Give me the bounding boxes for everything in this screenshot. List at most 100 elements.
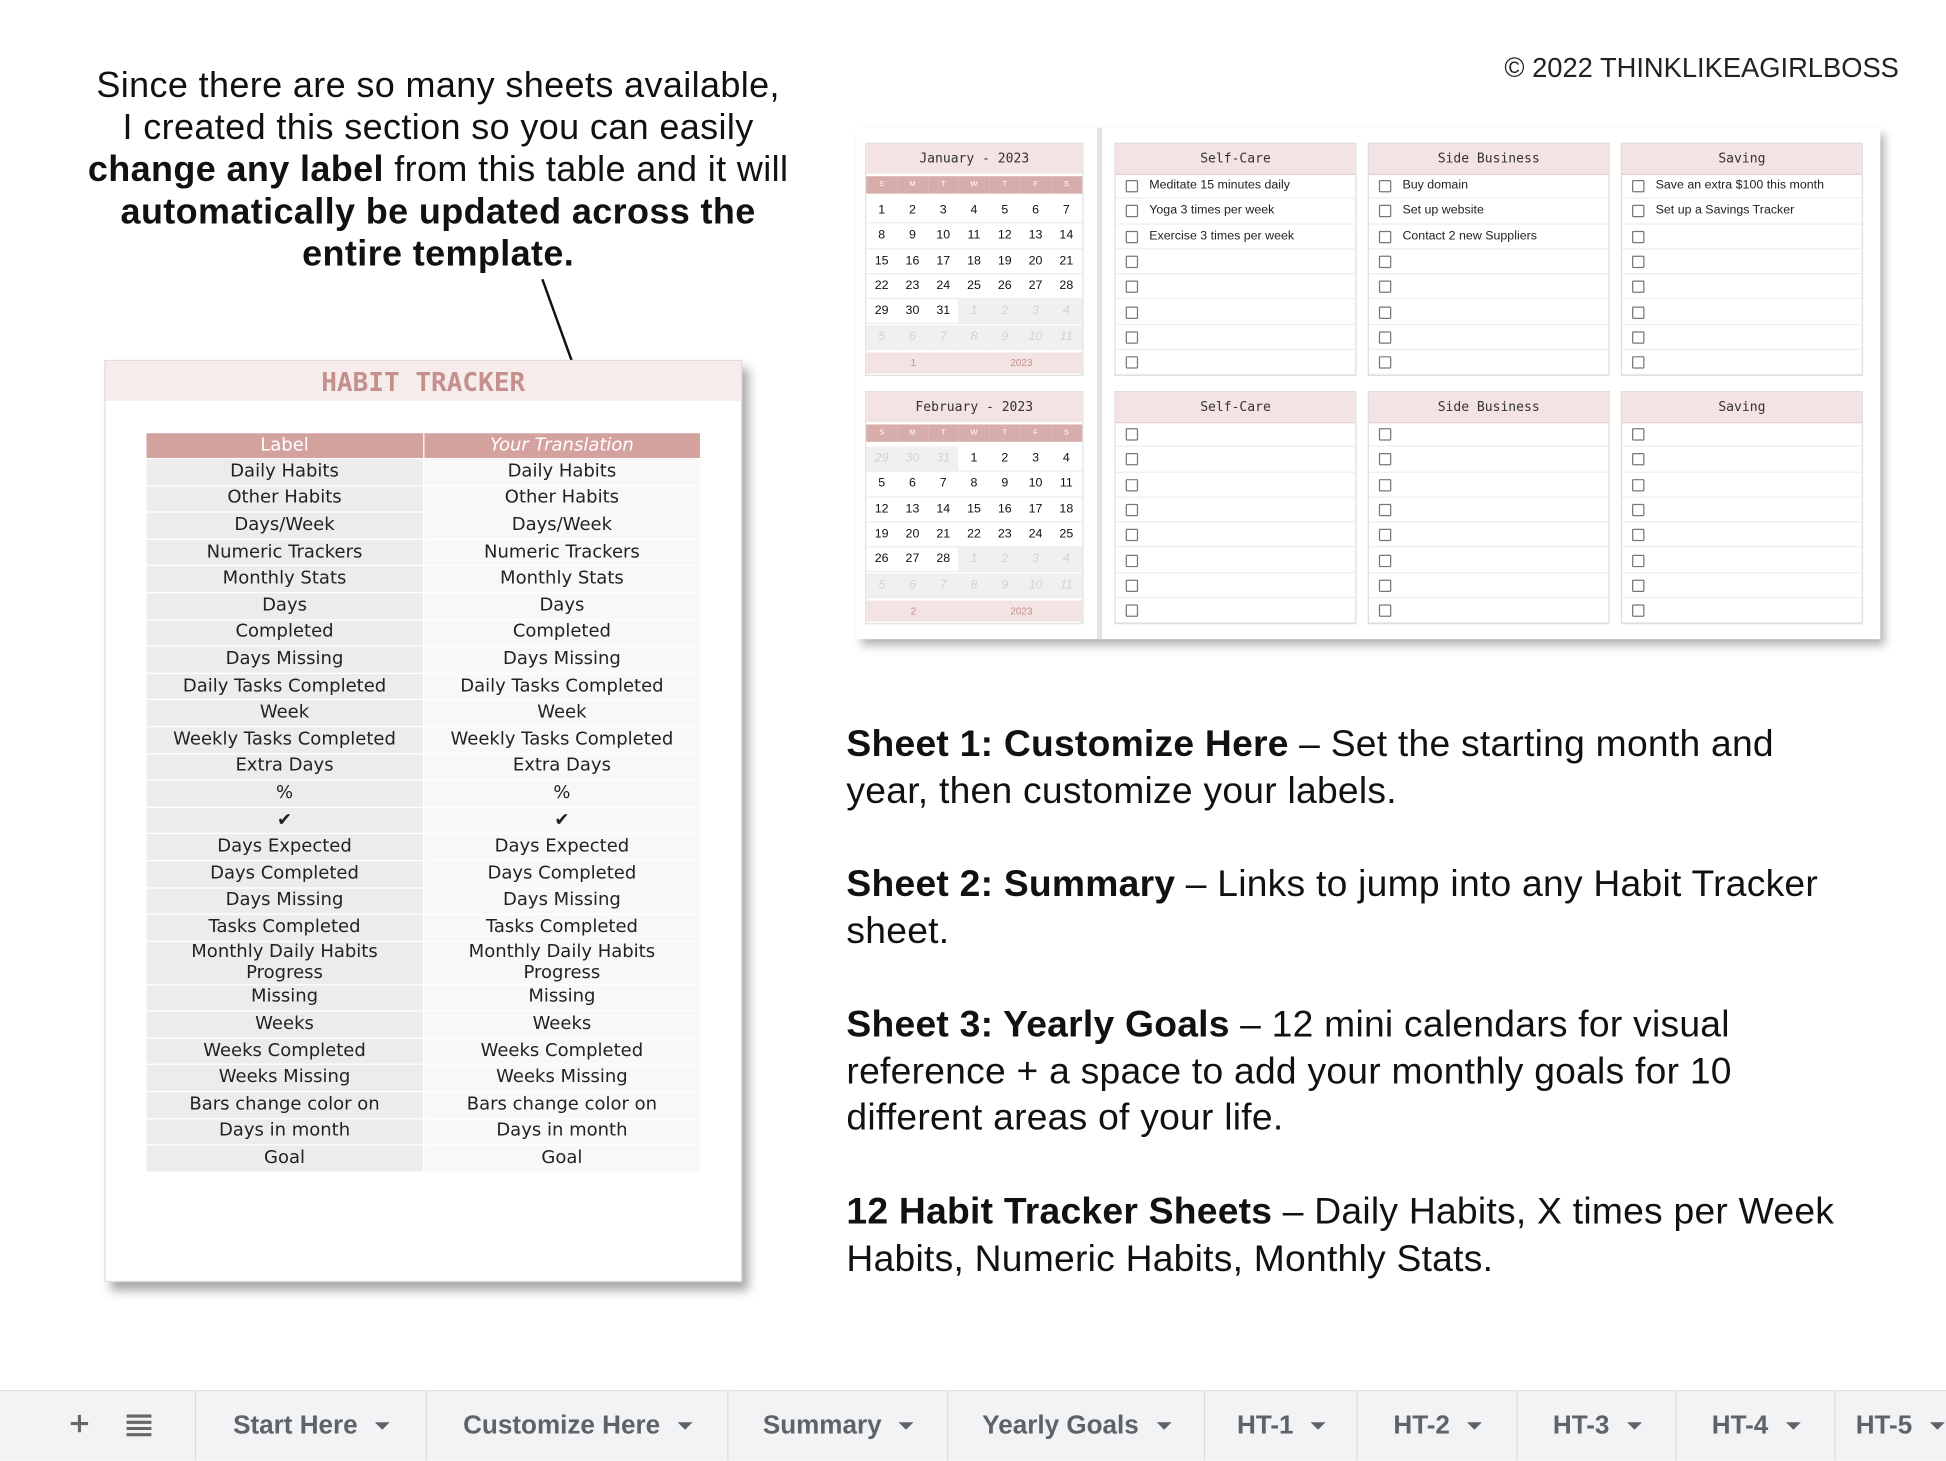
checkbox[interactable] <box>1378 179 1392 193</box>
calendar-day: 22 <box>958 522 990 548</box>
calendar-day: 16 <box>897 249 928 275</box>
goal-row <box>1115 249 1356 275</box>
tab-label[interactable]: Summary <box>762 1411 882 1440</box>
checkbox[interactable] <box>1632 280 1645 294</box>
sheet-tab[interactable]: Yearly Goals <box>946 1391 1205 1461</box>
checkbox[interactable] <box>1378 554 1392 567</box>
calendar-day: 18 <box>1050 497 1082 523</box>
checkbox[interactable] <box>1632 331 1645 344</box>
tab-menu[interactable] <box>1626 1422 1642 1430</box>
checkbox[interactable] <box>1125 305 1139 319</box>
sheet-tab[interactable]: Summary <box>727 1391 948 1461</box>
sheet-tab[interactable]: HT-1 <box>1203 1391 1358 1461</box>
intro-emphasis: change any label <box>87 150 384 190</box>
tab-menu[interactable] <box>1310 1422 1326 1430</box>
tab-label[interactable]: Yearly Goals <box>982 1411 1139 1440</box>
checkbox[interactable] <box>1125 554 1139 567</box>
tab-menu[interactable] <box>1467 1422 1483 1430</box>
goal-row <box>1622 598 1862 624</box>
weekday: T <box>927 176 959 194</box>
tab-label[interactable]: Customize Here <box>463 1411 661 1440</box>
checkbox[interactable] <box>1378 205 1392 218</box>
tab-label[interactable]: HT-1 <box>1237 1411 1294 1440</box>
tab-menu[interactable] <box>899 1422 914 1430</box>
label-table: Label Your Translation Daily Habits Daily… <box>145 431 702 1173</box>
sheet-tab[interactable]: Start Here <box>194 1391 427 1461</box>
checkbox[interactable] <box>1125 579 1139 592</box>
tab-label[interactable]: HT-2 <box>1393 1411 1450 1440</box>
checkbox[interactable] <box>1125 179 1139 193</box>
tab-label[interactable]: HT-5 <box>1855 1411 1913 1440</box>
goal-row <box>1622 275 1862 300</box>
checkbox[interactable] <box>1378 478 1392 491</box>
sheet-tab[interactable]: HT-5 <box>1834 1391 1946 1461</box>
checkbox[interactable] <box>1632 579 1645 592</box>
checkbox[interactable] <box>1632 528 1645 542</box>
checkbox[interactable] <box>1125 280 1139 294</box>
sheet-tab[interactable]: HT-4 <box>1675 1391 1835 1461</box>
checkbox[interactable] <box>1632 554 1645 567</box>
checkbox[interactable] <box>1632 428 1645 441</box>
table-row: Other Habits Other Habits <box>145 484 702 513</box>
checkbox[interactable] <box>1125 331 1139 344</box>
calendar-day: 5 <box>866 572 898 598</box>
checkbox[interactable] <box>1125 528 1139 542</box>
sheet-tab[interactable]: HT-2 <box>1356 1391 1518 1461</box>
checkbox[interactable] <box>1378 503 1392 517</box>
table-row: Daily Habits Daily Habits <box>145 457 702 486</box>
checkbox[interactable] <box>1632 604 1645 617</box>
calendar-day: 25 <box>1050 522 1082 548</box>
checkbox[interactable] <box>1378 579 1392 592</box>
sheet-tab[interactable]: HT-3 <box>1516 1391 1677 1461</box>
sheet-tab[interactable]: Customize Here <box>425 1391 729 1461</box>
calendar-day: 17 <box>1020 497 1051 523</box>
all-sheets-icon[interactable] <box>126 1414 152 1437</box>
checkbox[interactable] <box>1378 356 1392 369</box>
checkbox[interactable] <box>1378 528 1392 542</box>
tab-label[interactable]: Start Here <box>233 1411 358 1440</box>
checkbox[interactable] <box>1378 255 1392 268</box>
tab-menu[interactable] <box>1785 1422 1801 1430</box>
checkbox[interactable] <box>1378 280 1392 294</box>
checkbox[interactable] <box>1125 604 1139 617</box>
checkbox[interactable] <box>1378 230 1392 243</box>
checkbox[interactable] <box>1125 205 1139 218</box>
checkbox[interactable] <box>1125 230 1139 243</box>
checkbox[interactable] <box>1125 503 1139 517</box>
checkbox[interactable] <box>1632 478 1645 491</box>
checkbox[interactable] <box>1378 604 1392 617</box>
checkbox[interactable] <box>1125 428 1139 441</box>
calendar-title: January - 2023 <box>866 143 1083 174</box>
checkbox[interactable] <box>1125 478 1139 491</box>
tab-menu[interactable] <box>1929 1422 1945 1430</box>
checkbox[interactable] <box>1632 503 1645 517</box>
tab-label[interactable]: HT-3 <box>1552 1411 1610 1440</box>
checkbox[interactable] <box>1632 179 1645 193</box>
checkbox[interactable] <box>1632 453 1645 466</box>
checkbox[interactable] <box>1632 230 1645 243</box>
table-row: Days Missing Days Missing <box>145 645 702 674</box>
tab-menu[interactable] <box>1156 1422 1172 1430</box>
checkbox[interactable] <box>1632 255 1645 268</box>
checkbox[interactable] <box>1378 305 1392 319</box>
goal-row: Contact 2 new Suppliers <box>1368 224 1609 250</box>
label-cell: Goal <box>145 1144 424 1173</box>
checkbox[interactable] <box>1125 453 1139 466</box>
checkbox[interactable] <box>1125 255 1139 268</box>
checkbox[interactable] <box>1378 453 1392 466</box>
tab-menu[interactable] <box>375 1422 390 1430</box>
goal-row <box>1368 275 1609 300</box>
goal-row <box>1622 573 1862 599</box>
calendar-day: 5 <box>866 324 898 350</box>
tab-label[interactable]: HT-4 <box>1711 1411 1769 1440</box>
checkbox[interactable] <box>1378 428 1392 441</box>
checkbox[interactable] <box>1632 305 1645 319</box>
calendar-day: 22 <box>866 274 898 300</box>
goal-row <box>1368 447 1609 473</box>
tab-menu[interactable] <box>677 1422 693 1430</box>
checkbox[interactable] <box>1125 356 1139 369</box>
checkbox[interactable] <box>1632 356 1645 369</box>
checkbox[interactable] <box>1378 331 1392 344</box>
checkbox[interactable] <box>1632 205 1645 218</box>
goal-row: Buy domain <box>1368 174 1609 199</box>
